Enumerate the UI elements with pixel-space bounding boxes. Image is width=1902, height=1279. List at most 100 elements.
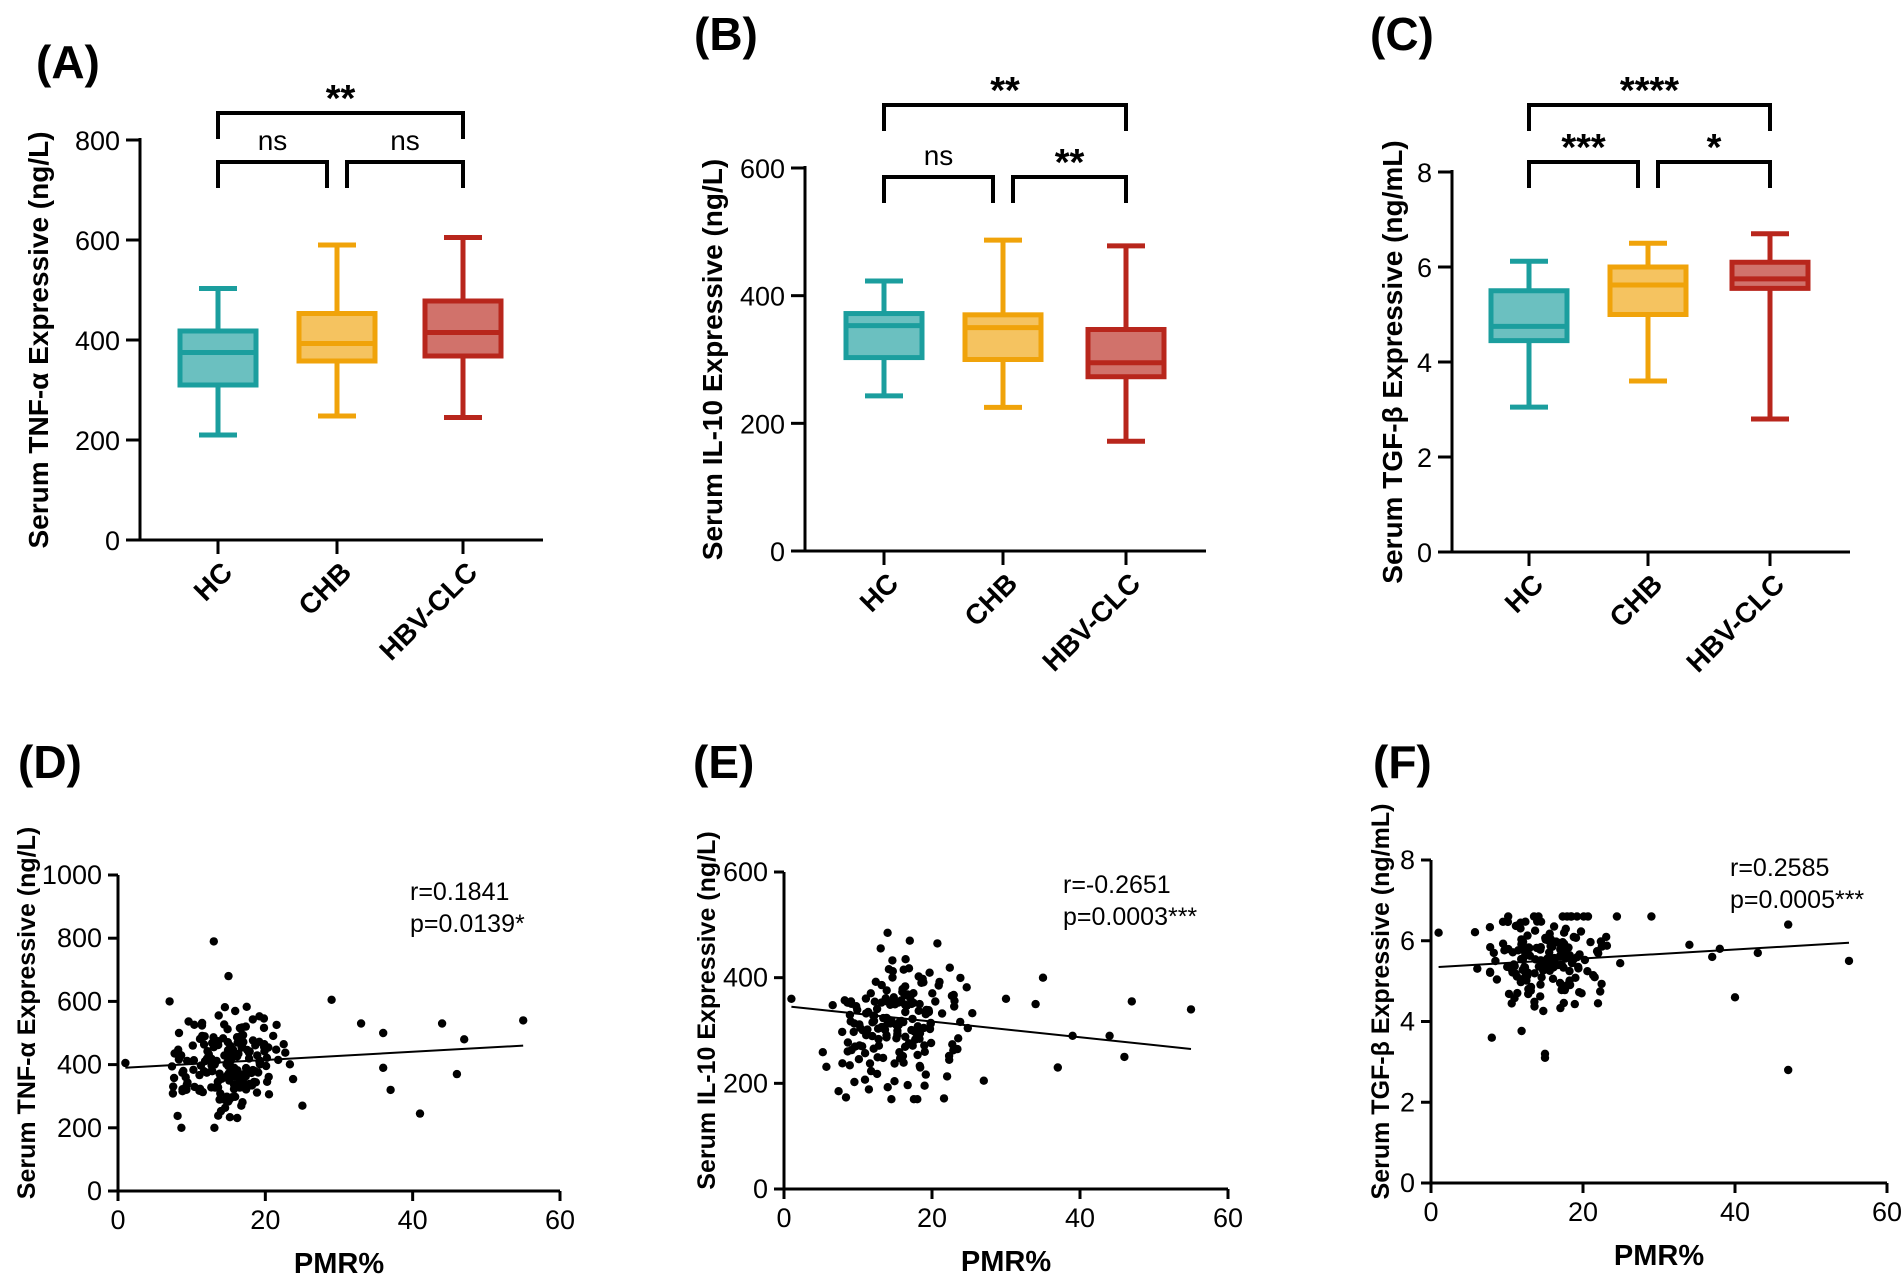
data-point xyxy=(233,1113,242,1123)
data-point xyxy=(216,1106,226,1116)
data-point xyxy=(883,1018,892,1027)
significance-label: * xyxy=(1707,127,1722,169)
y-tick-label: 600 xyxy=(723,857,768,887)
y-tick-label: 800 xyxy=(57,923,102,953)
y-tick-label: 1000 xyxy=(42,860,102,890)
data-point xyxy=(225,1113,235,1122)
data-point xyxy=(818,1048,827,1057)
iqr-box xyxy=(177,328,259,388)
data-point xyxy=(437,1019,447,1028)
data-point xyxy=(948,1040,957,1049)
data-point xyxy=(874,1034,883,1044)
data-point xyxy=(264,1090,274,1099)
data-point xyxy=(918,974,927,984)
scatter-points xyxy=(1434,912,1854,1075)
data-point xyxy=(1575,950,1584,959)
data-point xyxy=(210,1123,219,1133)
category-label: CHB xyxy=(958,567,1023,632)
box-hc xyxy=(177,286,259,438)
data-point xyxy=(169,1082,178,1091)
data-point xyxy=(1498,939,1508,948)
data-point xyxy=(866,989,875,998)
data-point xyxy=(1534,912,1543,921)
data-point xyxy=(167,1062,177,1071)
data-point xyxy=(1530,969,1539,978)
bracket-line xyxy=(882,175,995,203)
data-point xyxy=(1549,962,1558,972)
data-point xyxy=(1523,931,1532,940)
box-chb xyxy=(1607,240,1689,384)
significance-label: **** xyxy=(1620,70,1679,112)
data-point xyxy=(259,1014,269,1023)
data-point xyxy=(1558,912,1567,921)
data-point xyxy=(1577,989,1586,998)
data-point xyxy=(182,1056,192,1066)
data-point xyxy=(908,1041,917,1050)
data-point xyxy=(288,1074,298,1084)
data-point xyxy=(1536,992,1545,1001)
r-value: r=0.2585 xyxy=(1730,854,1829,882)
data-point xyxy=(883,928,892,937)
scatter-panel-0: (D) 0 200 400 600 800 1000 0 20 40 60 PMR% Serum TNF… xyxy=(13,736,575,1279)
data-point xyxy=(168,1089,178,1098)
data-point xyxy=(1053,1063,1063,1072)
category-label: HBV-CLC xyxy=(1680,568,1790,678)
x-tick-label: 60 xyxy=(1213,1203,1243,1233)
data-point xyxy=(170,1049,179,1058)
bracket-line xyxy=(1656,160,1772,188)
y-tick-label: 8 xyxy=(1417,158,1432,188)
data-point xyxy=(828,1001,837,1010)
box-chb xyxy=(962,237,1044,410)
data-point xyxy=(215,1069,224,1078)
box-panel-1: (B) 0 200 400 600 HC CHB HBV-CLC Serum IL-10 Exp… xyxy=(694,8,1206,677)
data-point xyxy=(865,1059,875,1068)
data-point xyxy=(1539,1006,1548,1016)
data-point xyxy=(178,1068,187,1078)
data-point xyxy=(209,937,218,946)
data-point xyxy=(915,1061,924,1071)
data-point xyxy=(968,1009,977,1018)
y-tick-label: 200 xyxy=(75,426,120,456)
y-tick-label: 4 xyxy=(1417,348,1432,378)
data-point xyxy=(1602,932,1611,942)
p-value: p=0.0003*** xyxy=(1063,903,1197,931)
data-point xyxy=(1530,1002,1539,1011)
data-point xyxy=(1186,1005,1196,1014)
data-point xyxy=(1565,966,1574,976)
data-point xyxy=(883,1083,892,1092)
data-point xyxy=(1536,980,1545,989)
category-label: HC xyxy=(854,567,905,618)
p-value: p=0.0005*** xyxy=(1730,886,1864,914)
y-axis-label: Serum TNF-α Expressive (ng/L) xyxy=(23,131,54,548)
y-tick-label: 0 xyxy=(753,1174,768,1204)
significance-bracket: * xyxy=(1656,127,1772,188)
regression-line xyxy=(791,1005,1192,1050)
data-point xyxy=(223,1070,232,1080)
data-point xyxy=(872,1004,882,1014)
significance-label: ** xyxy=(1055,142,1085,184)
data-point xyxy=(901,955,910,964)
data-point xyxy=(248,1015,257,1024)
significance-bracket: *** xyxy=(1527,127,1640,188)
data-point xyxy=(174,1028,184,1038)
data-point xyxy=(1556,960,1566,969)
data-point xyxy=(1498,917,1508,926)
data-point xyxy=(860,1049,870,1058)
data-point xyxy=(1685,940,1694,949)
data-point xyxy=(165,997,174,1006)
data-point xyxy=(178,1085,187,1094)
data-point xyxy=(189,1065,198,1075)
data-point xyxy=(1485,968,1495,977)
data-point xyxy=(1434,928,1443,937)
data-point xyxy=(248,1036,258,1045)
data-point xyxy=(915,999,924,1009)
y-tick-label: 0 xyxy=(770,537,785,567)
data-point xyxy=(253,1051,262,1060)
data-point xyxy=(1560,949,1569,958)
category-label: HC xyxy=(1499,568,1550,619)
significance-bracket: ** xyxy=(216,78,465,139)
data-point xyxy=(896,996,906,1005)
y-tick-label: 400 xyxy=(723,963,768,993)
data-point xyxy=(203,1047,212,1056)
data-point xyxy=(876,944,885,953)
